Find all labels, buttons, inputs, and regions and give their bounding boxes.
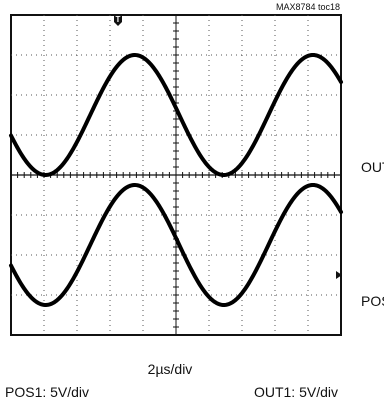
center-axis-ticks: [10, 14, 342, 336]
series-label-pos1: POS1: [361, 293, 384, 309]
out1-scale-label: OUT1: 5V/div: [254, 384, 338, 400]
chart-id-label: MAX8784 toc18: [276, 2, 340, 12]
trigger-marker-shape: [114, 14, 122, 26]
series-label-out1: OUT1: [361, 159, 384, 175]
plot-area: T: [9, 14, 343, 336]
channel-ground-marker: [336, 271, 342, 279]
trigger-marker: T: [114, 14, 342, 279]
pos1-scale-label: POS1: 5V/div: [5, 384, 89, 400]
trigger-marker-label: T: [116, 15, 121, 24]
trace-out1: [9, 53, 343, 177]
trace-pos1: [9, 183, 343, 307]
time-scale-label: 2µs/div: [148, 361, 193, 377]
traces: [9, 53, 343, 307]
